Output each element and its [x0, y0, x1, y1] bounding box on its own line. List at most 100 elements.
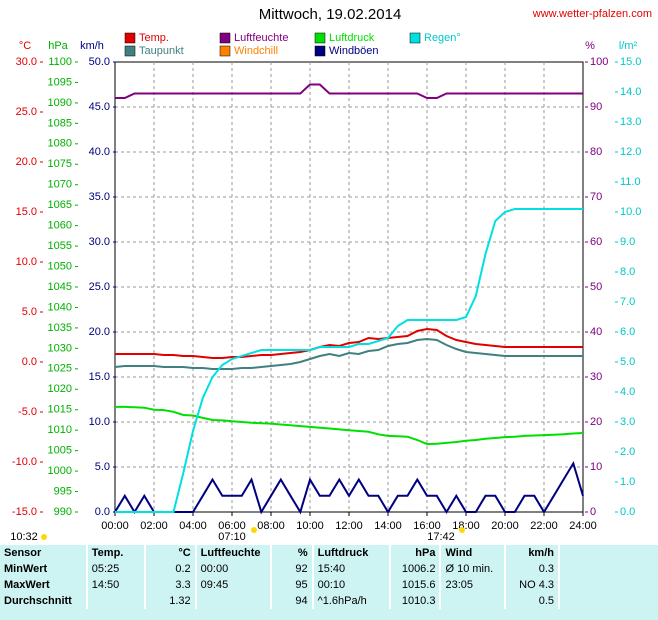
y-tick-label: 1070 [48, 179, 72, 191]
table-cell: 0.5 [505, 593, 560, 609]
x-tick-label: 04:00 [179, 520, 207, 532]
table-cell [440, 593, 507, 609]
table-cell: 1015.6 [390, 577, 442, 593]
y-tick-label: 5.0 [22, 306, 37, 318]
x-tick-label: 14:00 [374, 520, 402, 532]
table-cell: 15:40 [312, 561, 392, 577]
table-cell: °C [144, 545, 197, 561]
table-cell [86, 593, 146, 609]
table-cell: 1.32 [144, 593, 197, 609]
y-tick-label: 1060 [48, 220, 72, 232]
series-line [115, 405, 584, 446]
table-cell [195, 593, 273, 609]
legend-swatch [314, 45, 326, 57]
legend-swatch [219, 45, 231, 57]
axis-unit: °C [19, 40, 31, 52]
x-tick-label: 06:00 [218, 520, 246, 532]
table-cell: NO 4.3 [505, 577, 560, 593]
y-tick-label: 1085 [48, 117, 72, 129]
y-tick-label: 30 [590, 371, 602, 383]
legend-swatch [219, 32, 231, 44]
y-tick-label: 10 [590, 461, 602, 473]
y-tick-label: 30.0 [16, 56, 37, 68]
table-row: Durchschnitt 1.32 94 ^1.6hPa/h 1010.3 0.5 [0, 593, 560, 609]
table-cell: Luftdruck [312, 545, 392, 561]
table-cell: % [271, 545, 314, 561]
y-tick-label: 1015 [48, 404, 72, 416]
table-cell: 00:10 [312, 577, 392, 593]
legend-label: Temp. [139, 32, 169, 44]
y-tick-label: 1005 [48, 445, 72, 457]
x-tick-label: 16:00 [413, 520, 441, 532]
legend-swatch [124, 45, 136, 57]
legend-label: Windchill [234, 45, 278, 57]
y-tick-label: 20.0 [89, 326, 110, 338]
table-cell: MaxWert [0, 577, 88, 593]
y-tick-label: 13.0 [620, 116, 641, 128]
y-tick-label: 1030 [48, 342, 72, 354]
axis-unit: l/m² [619, 40, 638, 52]
y-tick-label: 1100 [48, 56, 72, 68]
x-tick-label: 24:00 [569, 520, 597, 532]
table-cell: 94 [271, 593, 314, 609]
y-tick-label: 45.0 [89, 101, 110, 113]
y-tick-label: 0.0 [22, 356, 37, 368]
y-tick-label: 990 [54, 506, 72, 518]
table-cell: 1010.3 [390, 593, 442, 609]
series-line [114, 337, 583, 370]
y-tick-label: 5.0 [95, 461, 110, 473]
axis-unit: km/h [80, 40, 104, 52]
table-cell: Ø 10 min. [440, 561, 507, 577]
y-tick-label: 6.0 [620, 326, 635, 338]
table-cell: hPa [390, 545, 442, 561]
x-tick-label: 18:00 [452, 520, 480, 532]
y-tick-label: 0.0 [620, 506, 635, 518]
y-tick-label: 1075 [48, 158, 72, 170]
y-tick-label: 15.0 [16, 206, 37, 218]
y-tick-label: 0 [590, 506, 596, 518]
table-cell: 00:00 [195, 561, 273, 577]
y-tick-label: 30.0 [89, 236, 110, 248]
y-tick-label: 70 [590, 191, 602, 203]
legend-label: Windböen [329, 45, 379, 57]
y-tick-label: 1095 [48, 76, 72, 88]
y-tick-label: 2.0 [620, 446, 635, 458]
legend-swatch [124, 32, 136, 44]
table-cell: Temp. [86, 545, 146, 561]
y-tick-label: 1010 [48, 424, 72, 436]
series-line [114, 460, 584, 515]
legend-swatch [314, 32, 326, 44]
y-tick-label: 20 [590, 416, 602, 428]
table-cell: Durchschnitt [0, 593, 88, 609]
y-tick-label: 12.0 [620, 146, 641, 158]
y-tick-label: 14.0 [620, 86, 641, 98]
y-tick-label: 60 [590, 236, 602, 248]
x-tick-label: 10:00 [296, 520, 324, 532]
legend-label: Luftdruck [329, 32, 375, 44]
table-cell: 23:05 [440, 577, 507, 593]
y-tick-label: -15.0 [12, 506, 37, 518]
y-tick-label: 8.0 [620, 266, 635, 278]
table-cell: 95 [271, 577, 314, 593]
y-tick-label: 25.0 [16, 106, 37, 118]
table-cell: km/h [505, 545, 560, 561]
y-tick-label: 9.0 [620, 236, 635, 248]
y-tick-label: 1035 [48, 322, 72, 334]
table-cell: MinWert [0, 561, 88, 577]
sun-time: 07:10 [218, 531, 246, 543]
y-tick-label: 25.0 [89, 281, 110, 293]
y-tick-label: 40.0 [89, 146, 110, 158]
axis-unit: % [585, 40, 595, 52]
source: www.wetter-pfalzen.com [532, 8, 652, 20]
y-tick-label: 995 [54, 485, 72, 497]
y-tick-label: 1020 [48, 383, 72, 395]
y-tick-label: 1050 [48, 260, 72, 272]
y-tick-label: -5.0 [18, 406, 37, 418]
y-tick-label: 0.0 [95, 506, 110, 518]
y-tick-label: 20.0 [16, 156, 37, 168]
table-row: MaxWert 14:50 3.3 09:45 95 00:10 1015.6 23:05 NO… [0, 577, 560, 593]
table-cell: Sensor [0, 545, 88, 561]
y-tick-label: 3.0 [620, 416, 635, 428]
y-tick-label: 1080 [48, 138, 72, 150]
